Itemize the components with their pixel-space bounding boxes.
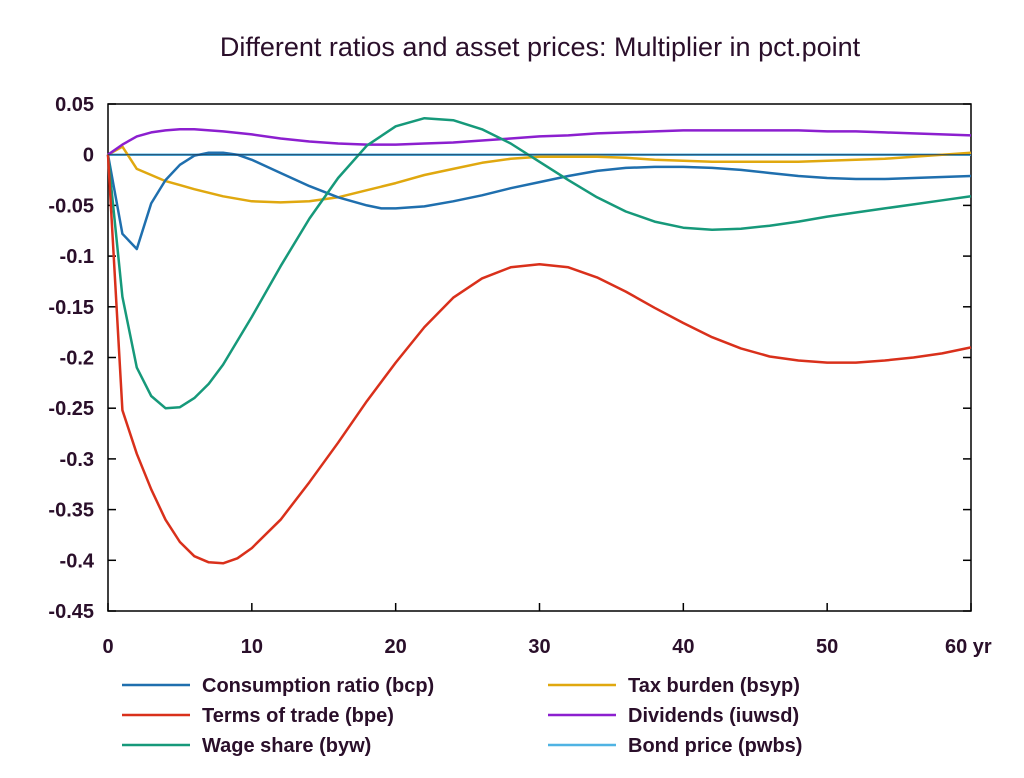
y-tick-label: -0.15 (48, 297, 94, 319)
legend-label: Wage share (byw) (202, 735, 371, 757)
y-tick-label: -0.35 (48, 500, 94, 522)
legend-label: Consumption ratio (bcp) (202, 675, 434, 697)
y-tick-label: 0 (83, 145, 94, 167)
x-tick-label: 20 (385, 636, 407, 658)
series-line (106, 151, 972, 251)
legend-label: Tax burden (bsyp) (628, 675, 800, 697)
series-line (106, 154, 972, 565)
y-tick-label: -0.1 (60, 246, 94, 268)
x-tick-label: 40 (672, 636, 694, 658)
chart-title: Different ratios and asset prices: Multi… (219, 32, 861, 62)
x-tick-label: 50 (816, 636, 838, 658)
plot-frame (107, 103, 972, 612)
series-line (107, 145, 972, 204)
y-tick-label: -0.4 (60, 550, 95, 572)
x-tick-label: 0 (102, 636, 113, 658)
legend-label: Bond price (pwbs) (628, 735, 802, 757)
y-tick-label: -0.3 (60, 449, 94, 471)
y-tick-label: -0.05 (48, 195, 94, 217)
legend-label: Terms of trade (bpe) (202, 705, 394, 727)
series-line (106, 116, 972, 410)
legend-label: Dividends (iuwsd) (628, 705, 799, 727)
y-tick-label: 0.05 (55, 94, 94, 116)
y-tick-label: -0.45 (48, 601, 94, 623)
y-tick-label: -0.2 (60, 348, 94, 370)
x-tick-label: 60 yr (945, 636, 992, 658)
y-tick-label: -0.25 (48, 398, 94, 420)
series-line (107, 128, 972, 156)
x-tick-label: 30 (528, 636, 550, 658)
x-tick-label: 10 (241, 636, 263, 658)
